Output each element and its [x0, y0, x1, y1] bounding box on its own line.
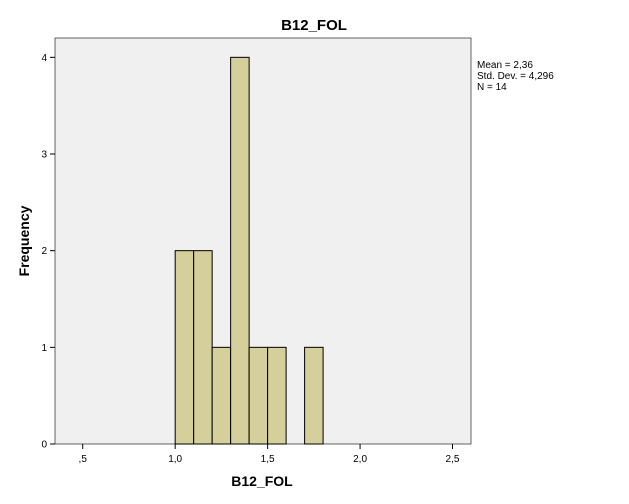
histogram-bar	[267, 346, 287, 445]
histogram-bar	[193, 250, 213, 445]
stats-line: N = 14	[477, 82, 507, 93]
y-tick-label: 4	[41, 53, 47, 64]
histogram-bar	[211, 346, 232, 445]
x-tick-label: 1,5	[261, 454, 275, 465]
stats-line: Std. Dev. = 4,296	[477, 71, 554, 82]
x-tick-label: 2,0	[353, 454, 367, 465]
x-tick-label: ,5	[79, 454, 88, 465]
y-tick-label: 3	[41, 150, 47, 161]
y-axis: 0 1 2 3 4	[41, 53, 55, 451]
bars-group	[174, 56, 324, 445]
y-axis-label: Frequency	[16, 205, 32, 276]
x-tick-label: 2,5	[446, 454, 460, 465]
x-tick-label: 1,0	[168, 454, 182, 465]
histogram-bar	[248, 346, 269, 445]
x-axis: ,5 1,0 1,5 2,0 2,5	[79, 444, 460, 465]
histogram-bar	[230, 56, 250, 445]
stats-line: Mean = 2,36	[477, 60, 533, 71]
y-tick-label: 0	[41, 440, 47, 451]
chart-title: B12_FOL	[281, 17, 347, 34]
histogram-bar	[304, 346, 324, 445]
y-tick-label: 2	[41, 246, 47, 257]
histogram-bar	[174, 250, 195, 445]
x-axis-label: B12_FOL	[231, 473, 293, 489]
y-tick-label: 1	[41, 343, 47, 354]
